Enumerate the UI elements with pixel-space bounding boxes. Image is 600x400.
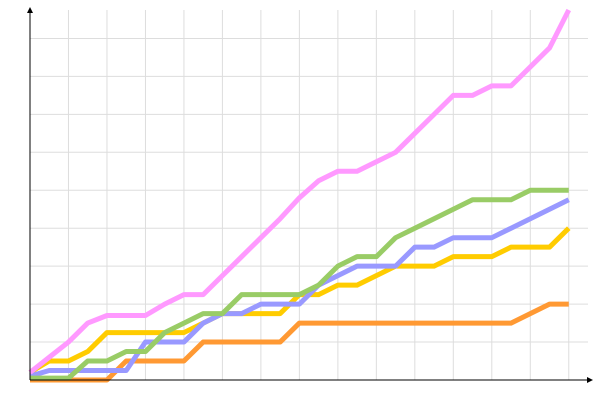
series-line — [30, 301, 569, 383]
lines — [28, 8, 571, 383]
series-line — [29, 197, 570, 379]
series-line — [28, 8, 571, 375]
series-line — [30, 187, 569, 381]
grid — [29, 10, 588, 381]
